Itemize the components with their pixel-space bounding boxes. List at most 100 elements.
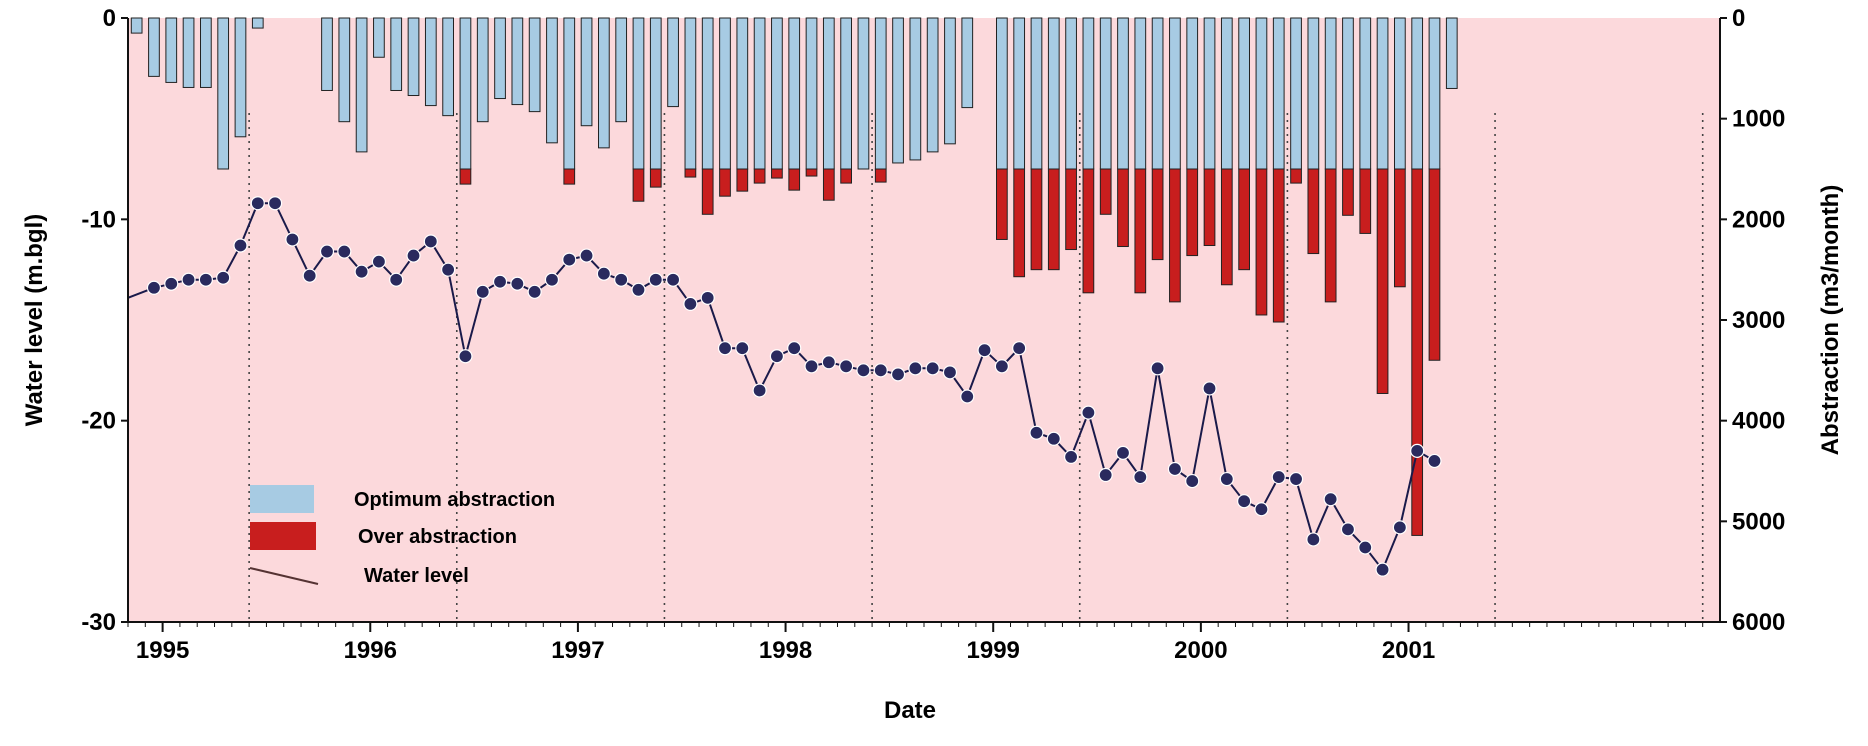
bar-optimum	[944, 17, 956, 145]
water-level-point	[1115, 445, 1131, 460]
water-level-point	[856, 363, 871, 378]
bar-over	[1290, 168, 1302, 184]
y-left-tick-label: -30	[81, 609, 116, 636]
bar-over	[1117, 168, 1129, 248]
bar-optimum	[684, 17, 697, 170]
legend-label-optimum: Optimum abstraction	[354, 489, 555, 511]
water-level-point	[544, 272, 560, 287]
bar-optimum	[892, 17, 904, 164]
bar-optimum	[251, 17, 264, 29]
water-level-point	[821, 355, 836, 370]
year-separator-lines	[248, 113, 1704, 622]
water-level-point	[250, 196, 265, 211]
water-level-point	[389, 272, 404, 287]
y-left-tick-label: -10	[81, 206, 116, 233]
y-right-tick-label: 3000	[1732, 307, 1785, 334]
water-level-point	[181, 272, 196, 287]
bar-over	[1342, 168, 1354, 216]
bar-optimum	[926, 17, 939, 153]
water-level-point	[1081, 405, 1096, 420]
bar-optimum	[1169, 17, 1181, 170]
bar-over	[788, 168, 801, 191]
bar-over	[1255, 168, 1268, 316]
water-level-point	[960, 389, 975, 404]
bar-over	[1082, 168, 1095, 294]
bar-over	[1272, 168, 1285, 323]
water-level-point	[942, 365, 958, 380]
water-level-point	[423, 234, 438, 249]
bar-optimum	[546, 17, 558, 144]
water-level-point	[1063, 449, 1079, 465]
plot-background	[128, 18, 1720, 622]
water-level-point	[216, 270, 231, 285]
bar-over	[1376, 168, 1389, 394]
bar-over	[701, 168, 714, 215]
legend: Optimum abstraction Over abstraction Wat…	[249, 485, 555, 587]
water-level-point	[1237, 494, 1252, 509]
bar-over	[805, 168, 818, 177]
bar-over	[1186, 168, 1199, 257]
bar-optimum	[200, 17, 212, 88]
water-level-point	[804, 359, 819, 374]
bar-over	[1134, 168, 1147, 294]
bar-optimum	[511, 17, 524, 106]
water-level-point	[1012, 341, 1027, 356]
y-left-tick-label: 0	[103, 5, 116, 32]
bar-optimum	[788, 17, 801, 170]
bar-optimum	[217, 17, 230, 170]
water-level-point	[1271, 469, 1286, 485]
bar-over	[874, 168, 887, 183]
water-level-point	[527, 284, 542, 299]
bar-optimum	[857, 17, 870, 170]
water-level-point	[683, 296, 698, 311]
bar-optimum	[338, 17, 351, 123]
water-level-point	[198, 272, 213, 287]
water-level-point	[839, 359, 854, 374]
bar-optimum	[580, 17, 593, 127]
water-level-point	[1098, 467, 1113, 483]
water-level-point	[631, 282, 646, 297]
y-right-tick-label: 1000	[1732, 106, 1785, 133]
bar-optimum	[1307, 17, 1320, 170]
water-level-point	[319, 244, 335, 259]
bar-optimum	[874, 17, 887, 170]
y-right-tick-label: 2000	[1732, 206, 1785, 233]
bar-optimum	[1394, 17, 1406, 170]
bar-optimum	[1324, 17, 1337, 170]
bar-optimum	[1047, 17, 1060, 170]
water-level-point	[285, 232, 300, 247]
legend-swatch-line	[249, 567, 319, 585]
bar-optimum	[736, 17, 749, 170]
water-level-point	[1427, 453, 1442, 469]
bar-optimum	[771, 17, 783, 170]
bar-optimum	[598, 17, 610, 149]
bar-optimum	[719, 17, 731, 170]
y-right-tick-label: 0	[1732, 5, 1745, 32]
water-level-point	[735, 341, 750, 356]
water-level-point	[700, 290, 715, 305]
bar-optimum	[632, 17, 645, 170]
bar-optimum	[1342, 17, 1354, 170]
bar-over	[771, 168, 783, 179]
x-year-label: 2001	[1382, 637, 1435, 664]
water-level-point	[510, 276, 525, 291]
bar-optimum	[1065, 17, 1077, 170]
bar-optimum	[1134, 17, 1147, 170]
water-level-point	[873, 363, 888, 378]
bar-over	[1238, 168, 1250, 271]
water-level-point	[458, 349, 473, 364]
water-level-point	[890, 367, 906, 382]
bar-over	[1220, 168, 1233, 286]
bar-optimum	[1411, 17, 1424, 170]
water-level-point	[1133, 469, 1148, 485]
water-level-point	[977, 343, 992, 358]
bar-optimum	[442, 17, 454, 117]
bar-optimum	[753, 17, 766, 170]
bar-optimum	[1290, 17, 1302, 170]
water-level-point	[1288, 471, 1304, 487]
bar-optimum	[563, 17, 576, 170]
legend-label-line: Water level	[364, 565, 469, 587]
water-level-point	[1185, 473, 1200, 489]
water-level-point	[1202, 381, 1217, 396]
